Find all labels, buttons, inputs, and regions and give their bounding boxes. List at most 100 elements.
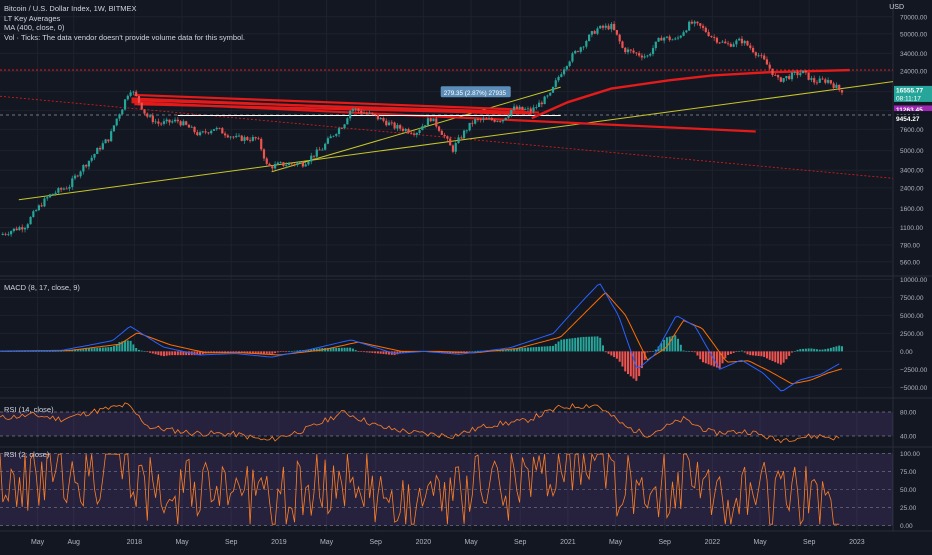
macd-histogram-bar (371, 351, 374, 353)
macd-histogram-bar (560, 339, 563, 352)
macd-histogram-bar (249, 351, 252, 354)
macd-histogram-bar (85, 348, 88, 352)
macd-histogram-bar (774, 351, 777, 363)
candle-body (396, 125, 399, 129)
candle-body (135, 91, 138, 97)
macd-histogram-bar (715, 351, 718, 368)
candle-body (435, 118, 438, 127)
candle-body (404, 128, 407, 131)
candle-body (7, 234, 10, 236)
macd-histogram-bar (827, 348, 830, 352)
macd-histogram-bar (438, 351, 441, 353)
time-axis-label: 2023 (849, 539, 865, 546)
macd-histogram-bar (343, 347, 346, 352)
macd-histogram-bar (310, 349, 313, 352)
macd-histogram-bar (126, 340, 129, 352)
candle-body (657, 37, 660, 42)
candle-body (418, 130, 421, 133)
candle-body (148, 115, 152, 117)
macd-histogram-bar (96, 347, 99, 352)
candle-body (368, 112, 371, 114)
candle-body (621, 41, 624, 48)
macd-histogram-bar (376, 351, 379, 354)
candle-body (815, 82, 819, 84)
candle-body (440, 130, 443, 135)
macd-histogram-bar (218, 351, 221, 353)
macd-histogram-bar (388, 351, 391, 355)
indicator-lt-key-averages[interactable]: LT Key Averages (4, 13, 61, 23)
candle-body (574, 50, 577, 54)
time-axis-label: Sep (225, 539, 238, 546)
macd-histogram-bar (201, 351, 204, 355)
candle-body (613, 23, 616, 31)
candle-body (324, 143, 327, 150)
candle-body (560, 74, 563, 77)
macd-histogram-bar (763, 351, 766, 358)
candle-body (754, 52, 757, 56)
candle-body (185, 121, 188, 125)
symbol-title[interactable]: Bitcoin / U.S. Dollar Index, 1W, BITMEX (4, 4, 137, 13)
candle-body (437, 126, 441, 131)
candle-body (221, 128, 224, 134)
rsi14-line (0, 402, 840, 444)
indicator-ma-400[interactable]: MA (400, close, 0) (4, 23, 65, 32)
macd-histogram-bar (276, 351, 279, 353)
macd-histogram-bar (546, 346, 549, 352)
candle-body (632, 50, 635, 53)
candle-body (465, 130, 468, 132)
candle-body (735, 40, 738, 45)
macd-histogram-bar (590, 336, 593, 352)
indicator-volume[interactable]: Vol · Ticks: The data vendor doesn't pro… (4, 32, 245, 42)
candle-body (429, 118, 432, 122)
candle-body (129, 92, 132, 96)
candle-body (140, 102, 143, 110)
candle-body (118, 114, 121, 119)
candle-body (87, 160, 91, 167)
macd-histogram-bar (140, 350, 143, 352)
macd-histogram-bar (588, 336, 591, 352)
macd-histogram-bar (160, 351, 163, 356)
candle-body (579, 47, 582, 52)
candle-body (615, 30, 618, 35)
rsi2-tick-label: 100.00 (900, 451, 920, 458)
macd-histogram-bar (690, 351, 693, 352)
time-axis-label: 2018 (127, 539, 143, 546)
macd-histogram-bar (810, 348, 813, 352)
macd-histogram-bar (29, 351, 32, 352)
macd-histogram-bar (271, 351, 274, 354)
macd-histogram-bar (215, 351, 218, 353)
rsi2-pane-label[interactable]: RSI (2, close) (4, 450, 50, 459)
candle-body (593, 31, 596, 34)
macd-histogram-bar (82, 348, 85, 352)
macd-pane-label[interactable]: MACD (8, 17, close, 9) (4, 283, 80, 292)
candle-body (29, 216, 32, 225)
macd-histogram-bar (165, 351, 168, 356)
candle-body (518, 106, 521, 109)
candle-body (146, 113, 149, 117)
candle-body (371, 112, 374, 114)
macd-histogram-bar (790, 351, 793, 353)
macd-histogram-bar (268, 351, 271, 354)
candle-body (701, 25, 705, 28)
macd-histogram-bar (607, 351, 610, 354)
macd-histogram-bar (115, 344, 118, 352)
candle-body (415, 132, 418, 135)
candle-body (260, 138, 263, 150)
candle-body (776, 75, 780, 78)
candle-body (179, 121, 182, 126)
candle-body (660, 37, 663, 41)
macd-histogram-bar (760, 351, 763, 357)
macd-histogram-bar (643, 351, 646, 361)
macd-histogram-bar (740, 350, 743, 352)
candle-body (54, 192, 57, 194)
candle-body (765, 59, 769, 65)
rsi14-pane-label[interactable]: RSI (14, close) (4, 405, 54, 414)
candle-body (788, 76, 791, 80)
time-axis-label: Sep (514, 539, 527, 546)
candle-body (482, 118, 485, 121)
candle-body (57, 188, 60, 193)
time-axis-label: May (31, 539, 45, 546)
macd-histogram-bar (315, 348, 318, 352)
